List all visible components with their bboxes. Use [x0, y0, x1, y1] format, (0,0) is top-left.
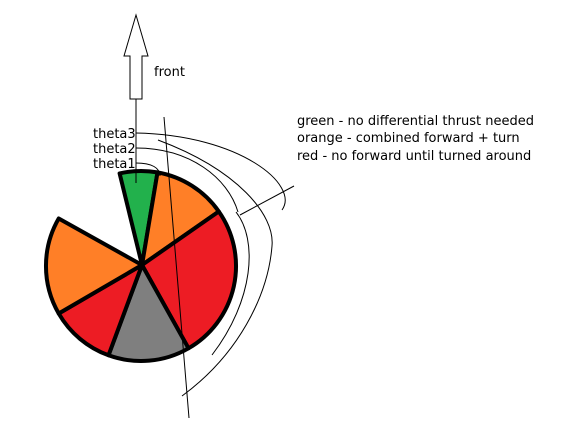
red-right-sector	[140, 209, 238, 351]
gray-rear-sector	[106, 263, 191, 363]
theta2-label: theta2	[93, 142, 136, 157]
tilted-axis-line	[163, 116, 190, 419]
angle-arcs	[135, 132, 295, 397]
theta3-arc	[135, 132, 286, 211]
front-label: front	[154, 65, 185, 80]
legend-orange-text: orange - combined forward + turn	[297, 131, 520, 146]
theta2-arc	[135, 147, 239, 213]
theta3-label: theta3	[93, 127, 136, 142]
front-arrow-icon	[123, 13, 149, 100]
legend-red-text: red - no forward until turned around	[297, 149, 531, 164]
legend-green-text: green - no differential thrust needed	[297, 114, 534, 129]
sector-wheel	[44, 168, 238, 363]
theta1-arc	[135, 162, 161, 177]
theta1-label: theta1	[93, 157, 136, 172]
inner-sweep-arc	[211, 211, 250, 356]
outer-sweep-arc-upper	[157, 139, 273, 247]
outer-sweep-arc-lower	[181, 245, 273, 397]
theta3-tick	[239, 185, 295, 216]
legend: green - no differential thrust needed or…	[297, 114, 534, 164]
orange-left-sector	[44, 216, 144, 316]
